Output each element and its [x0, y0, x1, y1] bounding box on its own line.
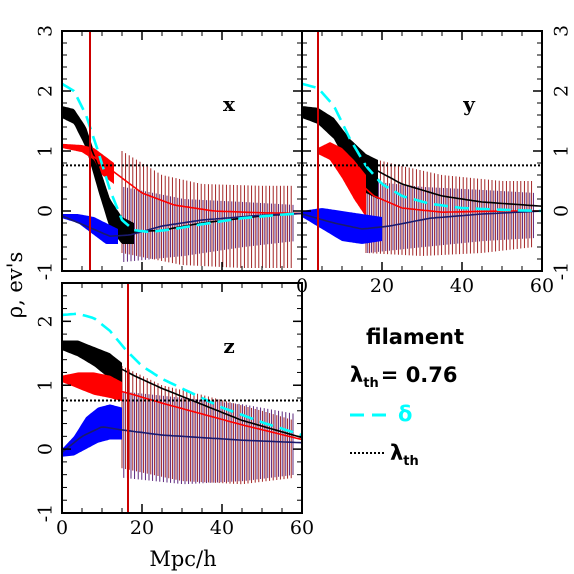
x-tick-label: 20 — [370, 275, 394, 297]
delta-curve — [62, 312, 302, 437]
y-tick-label: 2 — [35, 85, 57, 97]
y-tick-label: 3 — [551, 25, 573, 37]
legend-line-symbol: λ — [390, 441, 403, 465]
blue-mean-line — [62, 426, 302, 453]
y-tick-label: 0 — [35, 205, 57, 217]
y-tick-label: 1 — [35, 379, 57, 391]
x-tick-label: 60 — [530, 275, 554, 297]
legend-threshold-entry: λth= 0.76 — [350, 363, 458, 391]
legend-title: filament — [366, 325, 464, 349]
delta-curve — [62, 82, 302, 234]
panel-tag: z — [223, 334, 234, 358]
y-tick-label: 2 — [551, 85, 573, 97]
y-tick-label: 1 — [35, 145, 57, 157]
y-tick-label: -1 — [551, 262, 573, 281]
legend-threshold-value: = 0.76 — [381, 363, 458, 387]
blue-mean-line — [302, 210, 542, 230]
x-tick-label: 40 — [450, 275, 474, 297]
y-tick-label: 1 — [551, 145, 573, 157]
black-band — [62, 106, 134, 244]
y-tick-label: 3 — [35, 25, 57, 37]
plot-area — [62, 31, 302, 271]
legend-threshold-line-entry: λth — [390, 441, 419, 469]
x-tick-label: 0 — [56, 517, 68, 539]
y-tick-label: 0 — [551, 205, 573, 217]
legend-threshold-symbol: λ — [350, 363, 363, 387]
plot-area — [62, 283, 302, 513]
legend: filament λth= 0.76 δ λth — [350, 325, 464, 469]
legend-threshold-subscript: th — [363, 376, 378, 391]
y-tick-label: 2 — [35, 315, 57, 327]
x-axis-label: Mpc/h — [149, 547, 216, 571]
red-mean-line — [62, 376, 302, 441]
legend-delta-label: δ — [398, 402, 412, 426]
blue-band — [62, 404, 122, 457]
delta-curve — [302, 82, 542, 213]
panel-x: -1 0 1 2 3 x — [35, 25, 303, 281]
y-tick-label: 0 — [35, 443, 57, 455]
y-tick-label: -1 — [35, 262, 57, 281]
black-mean-line — [302, 111, 542, 207]
red-band — [62, 143, 114, 184]
panel-tag: x — [223, 92, 236, 116]
x-tick-label: 40 — [210, 517, 234, 539]
legend-line-subscript: th — [403, 454, 418, 469]
black-mean-line — [62, 344, 302, 439]
y-tick-label: -1 — [35, 504, 57, 523]
x-tick-label: 20 — [130, 517, 154, 539]
blue-band — [302, 208, 382, 244]
y-axis-label: ρ, ev's — [3, 252, 27, 319]
panel-tag: y — [462, 92, 476, 116]
plot-area — [302, 31, 542, 271]
x-tick-label: 60 — [290, 517, 314, 539]
red-band — [318, 142, 366, 217]
